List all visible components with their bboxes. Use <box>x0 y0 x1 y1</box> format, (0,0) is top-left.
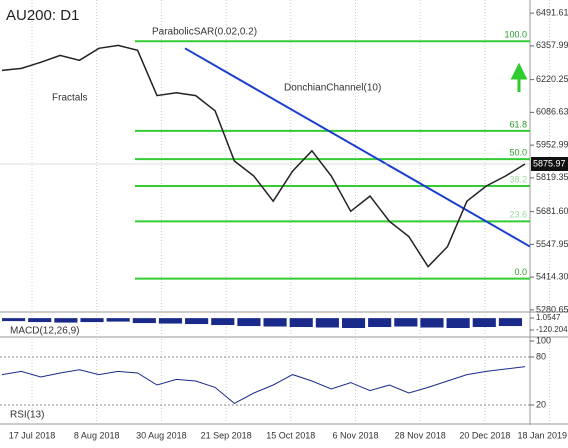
y-tick-label: 5547.95 <box>536 239 568 249</box>
macd-bar <box>211 318 235 326</box>
annotation: Fractals <box>52 93 88 104</box>
current-price-label: 5875.97 <box>533 158 566 168</box>
y-tick-label: 1.0547 <box>536 313 561 322</box>
x-tick-label: 21 Sep 2018 <box>201 430 252 440</box>
fib-label: 0.0 <box>514 267 527 277</box>
y-tick-label: -120.204 <box>536 325 568 334</box>
macd-bar <box>368 318 392 328</box>
fib-label: 50.0 <box>509 147 527 157</box>
fib-label: 61.8 <box>509 119 527 129</box>
x-tick-label: 17 Jul 2018 <box>9 430 56 440</box>
current-price-box <box>531 156 568 171</box>
y-tick-label: 6086.63 <box>536 107 568 117</box>
indicator-title: RSI(13) <box>10 410 44 421</box>
annotation: DonchianChannel(10) <box>284 83 381 94</box>
x-tick-label: 20 Dec 2018 <box>459 430 510 440</box>
y-tick-label: 6220.25 <box>536 74 568 84</box>
macd-bar <box>289 318 313 328</box>
rsi-line <box>1 366 526 404</box>
y-tick-label: 5414.30 <box>536 272 568 282</box>
y-tick-label: 5280.65 <box>536 304 568 314</box>
up-arrow <box>510 62 528 92</box>
macd-bar <box>263 318 287 327</box>
y-tick-label: 20 <box>536 399 546 409</box>
macd-bar <box>106 318 130 322</box>
trendline <box>184 47 531 248</box>
macd-bar <box>394 318 418 327</box>
y-tick-label: 6357.99 <box>536 40 568 50</box>
x-tick-label: 15 Oct 2018 <box>266 430 315 440</box>
x-tick-label: 8 Aug 2018 <box>74 430 120 440</box>
macd-bar <box>132 318 156 324</box>
macd-bar <box>237 318 261 327</box>
macd-bar <box>80 318 104 323</box>
y-tick-label: 5819.35 <box>536 172 568 182</box>
macd-bar <box>498 318 522 327</box>
x-tick-label: 30 Aug 2018 <box>136 430 187 440</box>
y-tick-label: 100 <box>536 335 551 345</box>
macd-bar <box>54 318 78 323</box>
annotation: ParabolicSAR(0.02,0.2) <box>152 27 257 38</box>
indicator-title: MACD(12,26,9) <box>10 326 79 337</box>
macd-bar <box>446 318 470 329</box>
x-tick-label: 18 Jan 2019 <box>517 430 567 440</box>
fib-label: 38.2 <box>509 174 527 184</box>
fib-label: 100.0 <box>504 30 527 40</box>
y-tick-label: 5681.60 <box>536 206 568 216</box>
macd-bar <box>158 318 183 324</box>
macd-bar <box>472 318 496 328</box>
macd-bar <box>420 318 444 328</box>
price-line <box>1 44 526 268</box>
x-tick-label: 28 Nov 2018 <box>395 430 446 440</box>
fib-label: 23.6 <box>509 210 527 220</box>
macd-bar <box>341 318 366 329</box>
macd-bar <box>28 318 52 323</box>
y-tick-label: 5952.99 <box>536 139 568 149</box>
macd-bar <box>185 318 209 325</box>
macd-bar <box>315 318 339 328</box>
chart-title: AU200: D1 <box>6 7 79 24</box>
x-tick-label: 6 Nov 2018 <box>332 430 378 440</box>
y-tick-label: 6491.61 <box>536 7 568 17</box>
macd-bar <box>2 318 26 322</box>
y-tick-label: 80 <box>536 351 546 361</box>
